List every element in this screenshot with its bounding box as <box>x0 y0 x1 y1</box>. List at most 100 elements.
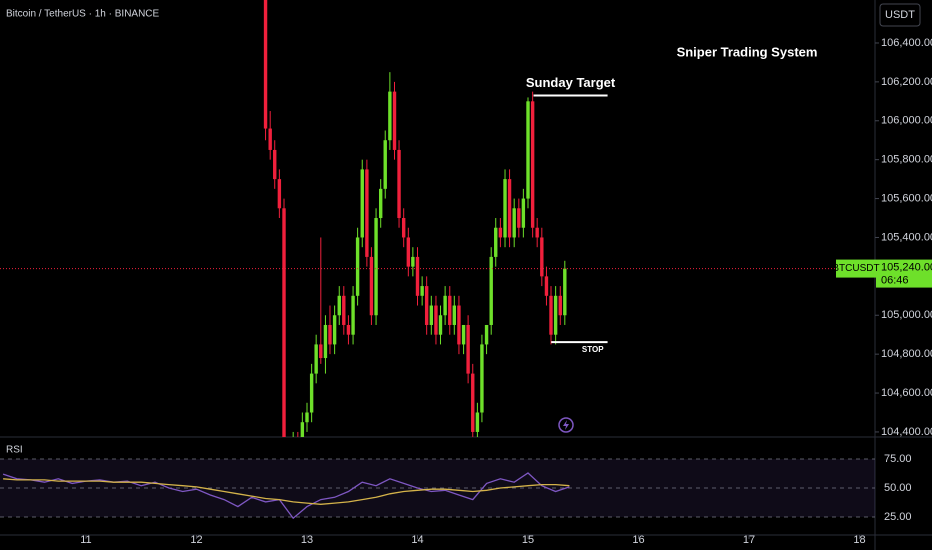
candle-body <box>268 128 272 150</box>
x-tick-label: 17 <box>743 534 755 546</box>
candle-body <box>300 422 305 437</box>
rsi-line <box>3 478 570 505</box>
candle-body <box>530 101 535 228</box>
candle-body <box>342 295 346 325</box>
event-icon[interactable] <box>558 417 574 433</box>
rsi-tick-label: 75.00 <box>884 453 912 465</box>
candle-body <box>494 227 498 257</box>
rsi-tick-label: 25.00 <box>884 511 912 523</box>
currency-label[interactable]: USDT <box>885 9 915 21</box>
rsi-tick-label: 50.00 <box>884 482 912 494</box>
candle-body <box>521 198 526 228</box>
candle-body <box>540 237 544 277</box>
candle-body <box>507 179 512 238</box>
candle-body <box>558 295 562 316</box>
candle-body <box>484 324 489 345</box>
candle-body <box>397 149 401 219</box>
last-price-countdown: 06:46 <box>881 274 909 286</box>
x-tick-label: 11 <box>80 534 91 546</box>
candle-body <box>351 295 355 335</box>
candle-body <box>282 208 286 437</box>
candle-body <box>374 218 378 316</box>
candle-body <box>475 412 480 432</box>
y-tick-label: 106,400.00 <box>881 37 932 49</box>
y-tick-label: 105,000.00 <box>881 309 932 321</box>
candle-body <box>438 315 443 335</box>
candle-body <box>392 91 397 150</box>
y-tick-label: 104,600.00 <box>881 387 932 399</box>
rsi-title: RSI <box>6 445 23 456</box>
candle-body <box>388 91 392 141</box>
candle-body <box>365 169 369 257</box>
candle-body <box>489 256 493 325</box>
candle-body <box>369 256 374 316</box>
candle-body <box>319 344 323 359</box>
candle-body <box>429 305 434 325</box>
candle-body <box>517 208 521 228</box>
x-tick-label: 16 <box>632 534 644 546</box>
candle-body <box>309 373 314 413</box>
candle-body <box>406 237 411 267</box>
y-tick-label: 104,400.00 <box>881 426 932 438</box>
candle-body <box>332 315 337 345</box>
y-tick-label: 105,600.00 <box>881 192 932 204</box>
candle-body <box>323 324 328 359</box>
candle-body <box>471 373 475 432</box>
candle-body <box>503 179 507 238</box>
candle-body <box>512 208 516 238</box>
candle-body <box>443 295 447 316</box>
symbol-box <box>836 259 876 278</box>
candle-body <box>401 218 406 238</box>
candle-body <box>411 256 415 267</box>
candle-body <box>544 276 549 296</box>
candle-body <box>461 324 466 345</box>
x-tick-label: 12 <box>190 534 202 546</box>
candle-body <box>466 324 470 374</box>
event-icon-bolt <box>563 420 569 430</box>
candle-body <box>457 305 461 345</box>
candle-body <box>415 256 420 296</box>
annotation: Sunday Target <box>526 75 616 90</box>
y-tick-label: 104,800.00 <box>881 348 932 360</box>
candle-body <box>263 0 268 129</box>
candle-body <box>328 324 332 345</box>
candle-body <box>563 268 567 316</box>
candle-body <box>277 179 282 209</box>
annotation: STOP <box>582 345 604 354</box>
y-tick-label: 106,200.00 <box>881 76 932 88</box>
candle-body <box>314 344 318 374</box>
candle-body <box>434 305 438 335</box>
x-tick-label: 14 <box>411 534 423 546</box>
currency-button[interactable] <box>879 3 921 27</box>
candle-body <box>452 305 456 325</box>
candle-body <box>553 295 558 335</box>
candle-body <box>420 286 424 296</box>
candle-body <box>526 101 530 199</box>
candle-body <box>337 295 341 316</box>
candle-body <box>549 295 553 335</box>
candle-body <box>273 149 277 180</box>
y-tick-label: 105,800.00 <box>881 154 932 166</box>
candle-body <box>498 227 503 238</box>
x-tick-label: 13 <box>301 534 313 546</box>
candle-body <box>480 344 484 413</box>
y-tick-label: 106,000.00 <box>881 115 932 127</box>
symbol-label: BTCUSDT <box>832 263 879 274</box>
last-price-box <box>876 259 932 288</box>
x-tick-label: 15 <box>522 534 534 546</box>
annotation: Sniper Trading System <box>677 44 818 59</box>
y-tick-label: 105,400.00 <box>881 231 932 243</box>
candle-body <box>360 169 364 238</box>
x-tick-label: 18 <box>853 534 865 546</box>
rsi-line <box>2 472 570 520</box>
last-price-label: 105,240.00 <box>881 261 932 273</box>
candle-body <box>424 286 429 325</box>
candle-body <box>346 324 351 335</box>
candle-body <box>305 412 309 423</box>
candle-body <box>535 227 539 238</box>
candle-body <box>378 188 383 219</box>
chart-title: Bitcoin / TetherUS · 1h · BINANCE <box>6 9 160 20</box>
candle-body <box>355 237 360 296</box>
